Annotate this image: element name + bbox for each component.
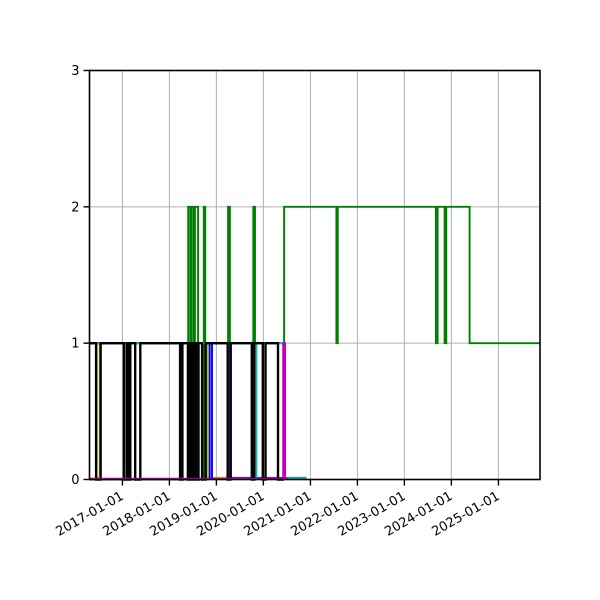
axis-ticks: [83, 69, 500, 486]
axes-spines: [88, 69, 541, 481]
y-tick-label: 2: [71, 200, 79, 215]
y-tick-label: 0: [71, 473, 79, 488]
series-black: [89, 342, 285, 481]
data-series: [89, 205, 540, 481]
y-tick-label: 3: [71, 64, 79, 79]
grid-lines: [89, 70, 540, 480]
y-tick-label: 1: [71, 337, 79, 352]
